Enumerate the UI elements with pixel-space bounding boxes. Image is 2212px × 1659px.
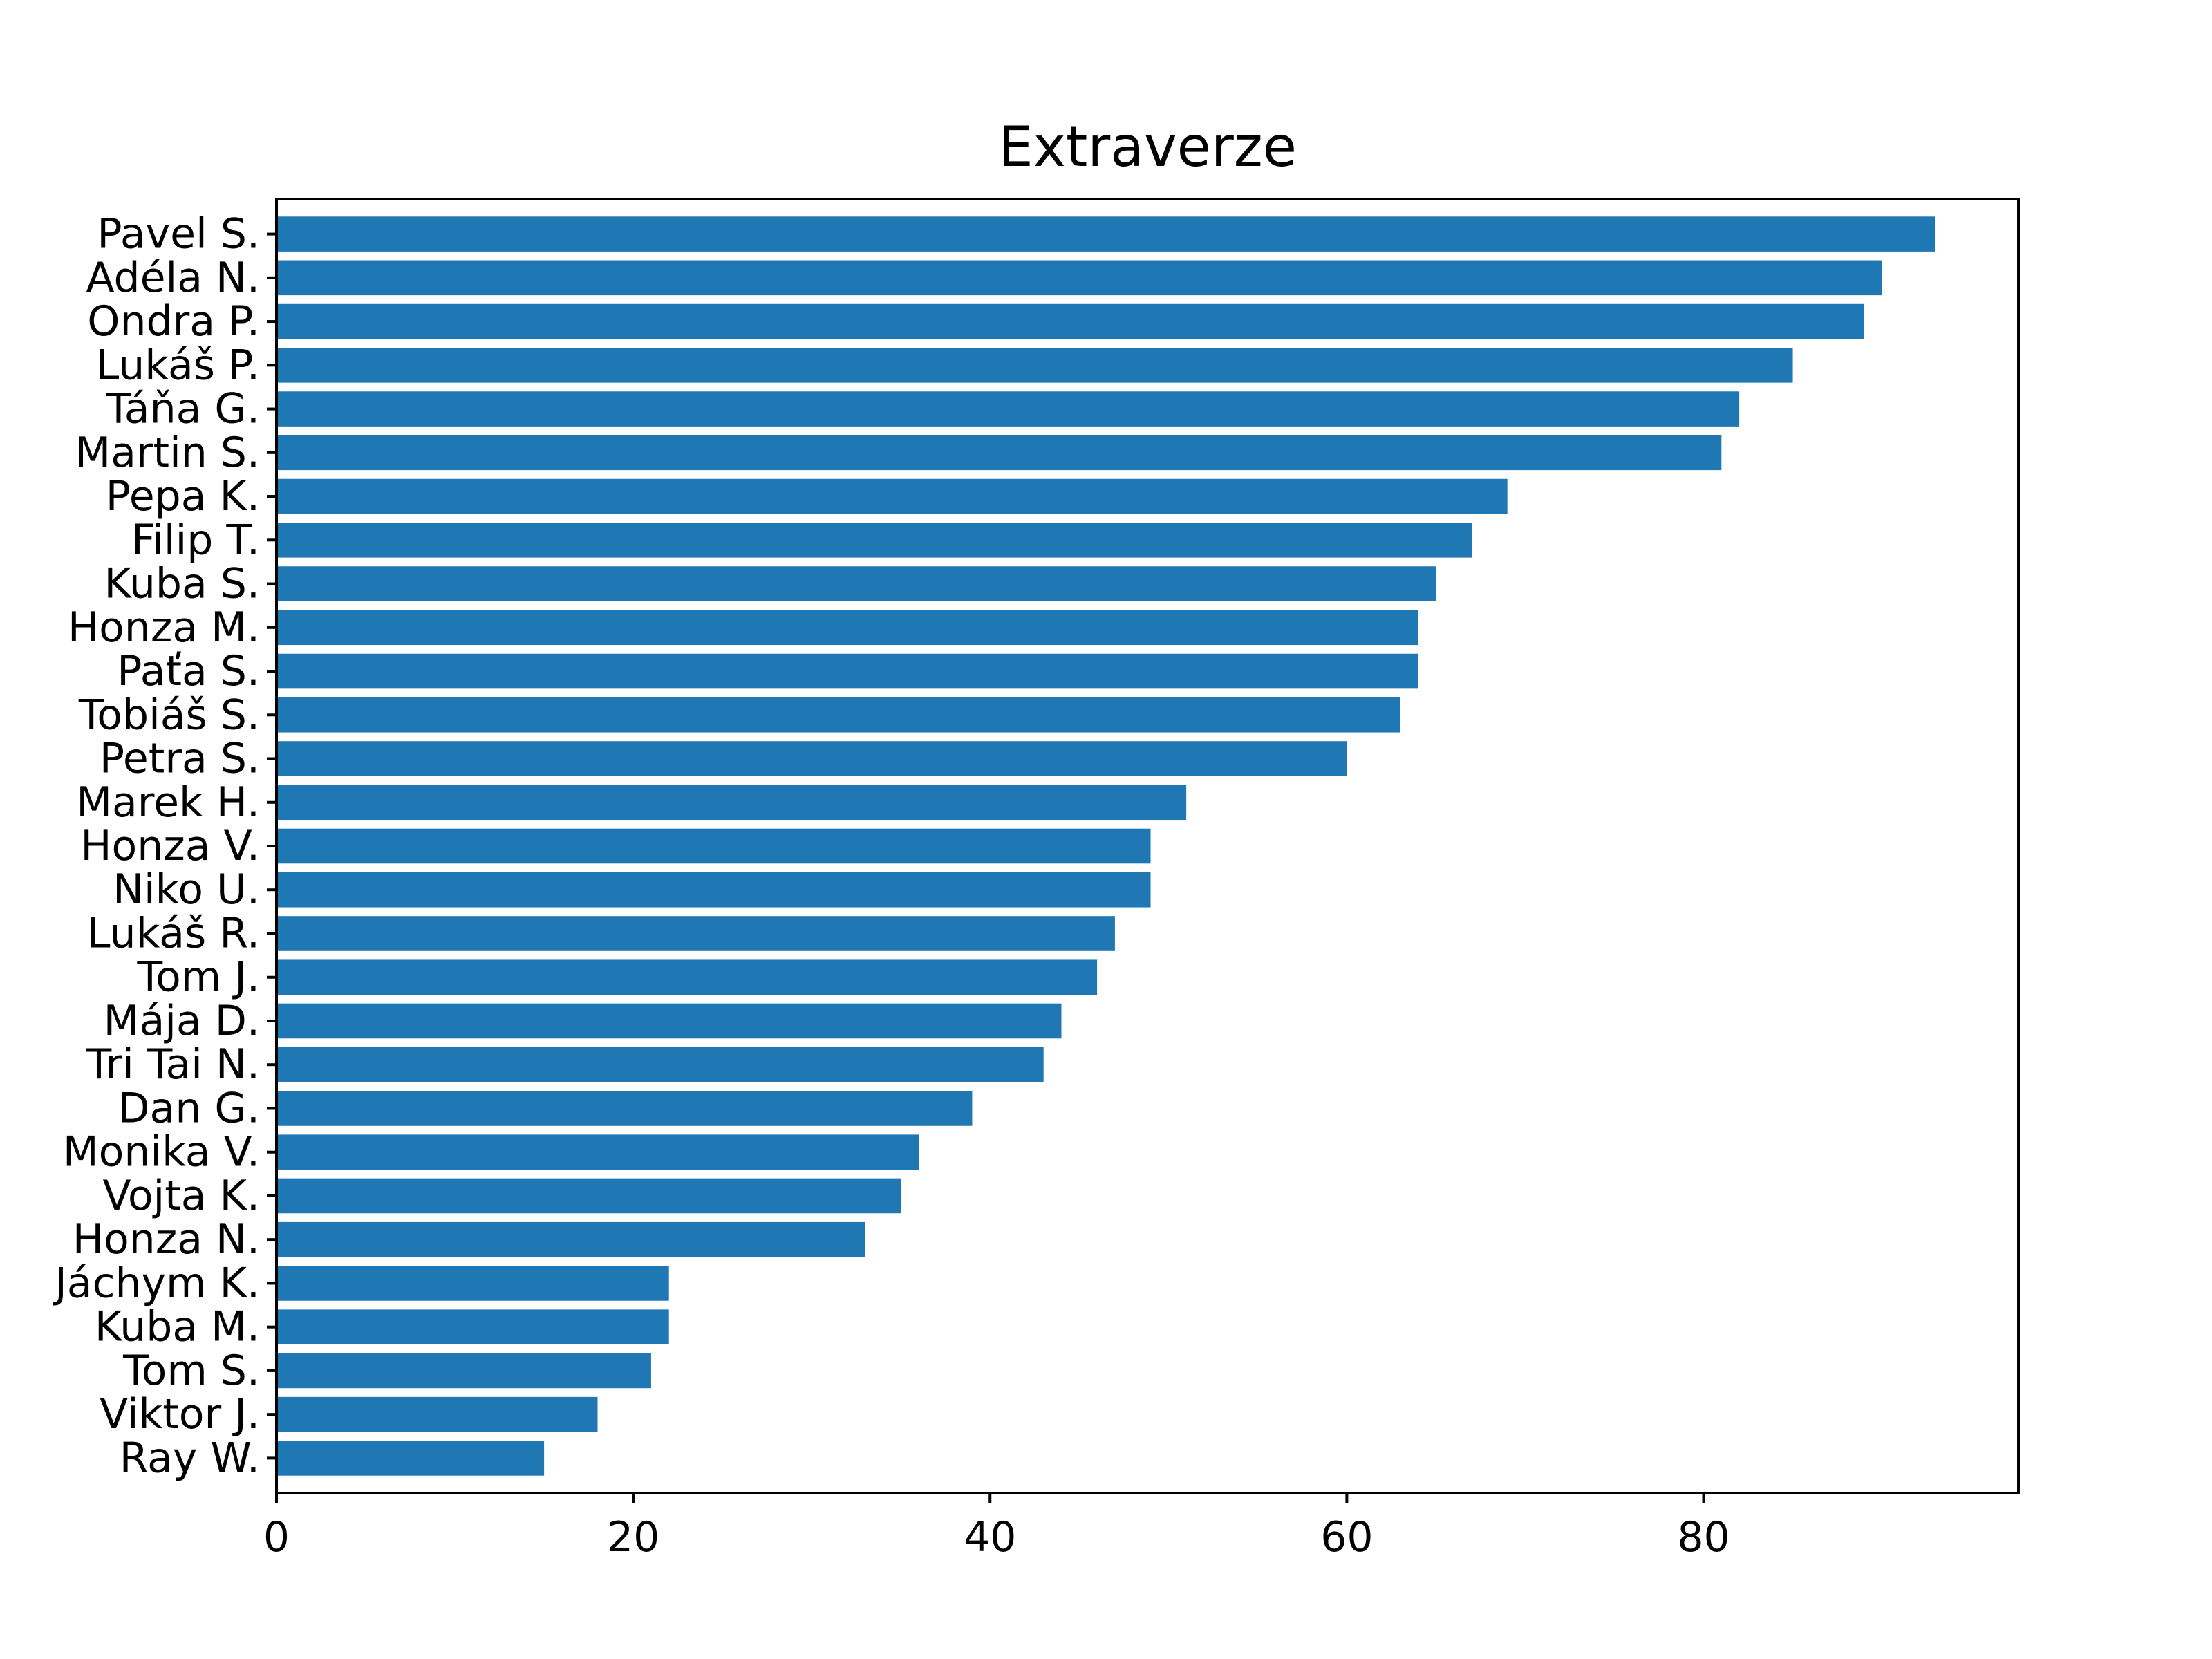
x-tick-label: 20 [607,1513,659,1562]
x-tick-label: 40 [964,1513,1016,1562]
y-tick-label: Adéla N. [86,254,260,302]
bar [276,828,1151,864]
bar [276,1266,669,1301]
bar [276,566,1436,601]
y-tick-label: Pepa K. [106,472,260,521]
y-tick-label: Petra S. [100,735,260,783]
y-tick-label: Jáchym K. [52,1259,260,1307]
y-tick-label: Viktor J. [100,1390,260,1438]
bar [276,1221,865,1257]
y-tick-label: Tobiáš S. [78,691,260,739]
bar [276,916,1115,951]
chart-title: Extraverze [998,115,1297,179]
x-tick-label: 0 [263,1513,290,1562]
bar [276,872,1151,908]
bar [276,741,1347,776]
bar [276,1003,1062,1039]
bar [276,216,1936,252]
bar [276,1134,919,1170]
y-tick-label: Filip T. [131,516,260,564]
y-tick-label: Mája D. [104,997,260,1045]
y-tick-label: Honza V. [80,822,260,870]
y-tick-label: Tom J. [137,953,260,1002]
bar [276,1091,973,1126]
x-axis-ticks: 0 20 40 60 80 [263,1493,1730,1562]
bar [276,1309,669,1344]
bar [276,523,1472,558]
bar [276,435,1722,471]
bar [276,1047,1044,1082]
y-tick-label: Kuba M. [95,1303,260,1351]
y-tick-label: Lukáš P. [96,341,260,389]
y-axis-ticks: Pavel S.Adéla N.Ondra P.Lukáš P.Táňa G.M… [52,210,276,1482]
bar [276,785,1187,821]
x-tick-label: 80 [1677,1513,1730,1562]
y-tick-label: Monika V. [63,1128,260,1177]
y-tick-label: Pavel S. [97,210,260,259]
bar [276,697,1400,733]
bar [276,1441,545,1476]
y-tick-label: Lukáš R. [87,909,260,957]
bar [276,653,1418,689]
bar [276,1353,651,1389]
bar [276,260,1882,296]
y-tick-label: Tom S. [122,1347,260,1395]
y-tick-label: Vojta K. [102,1172,260,1220]
plot-frame [275,198,2020,1494]
bar [276,303,1864,339]
bar [276,1178,901,1214]
bar [276,1396,598,1432]
bar [276,391,1740,427]
bar [276,478,1508,514]
y-tick-label: Paťa S. [117,647,260,695]
y-tick-label: Martin S. [75,429,260,477]
bar [276,610,1418,646]
x-tick-label: 60 [1320,1513,1373,1562]
y-tick-label: Honza N. [73,1215,260,1264]
bar [276,959,1098,995]
y-tick-label: Dan G. [118,1084,260,1132]
y-tick-label: Ray W. [120,1434,260,1482]
y-tick-label: Táňa G. [105,385,260,433]
y-tick-label: Honza M. [68,603,260,652]
bars-group [276,216,1936,1476]
y-tick-label: Tri Tai N. [86,1040,260,1089]
y-tick-label: Niko U. [113,865,260,914]
bar [276,348,1793,383]
y-tick-label: Marek H. [76,778,260,827]
y-tick-label: Kuba S. [104,560,260,608]
y-tick-label: Ondra P. [87,297,260,346]
